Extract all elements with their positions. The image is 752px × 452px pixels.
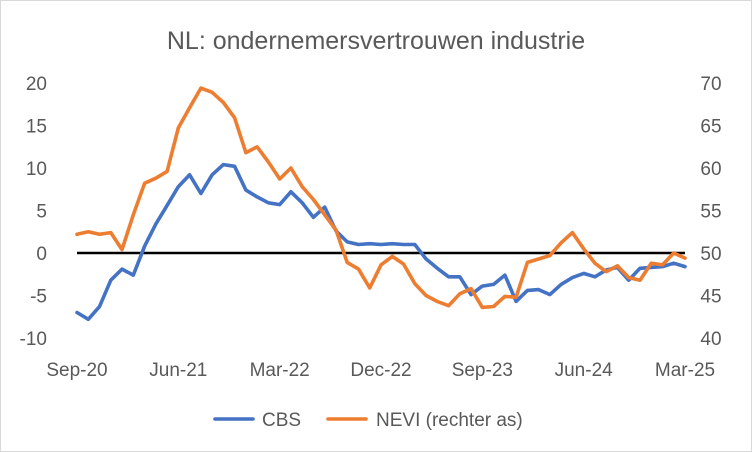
chart-title: NL: ondernemersvertrouwen industrie (167, 27, 585, 55)
right-y-tick-label: 65 (700, 117, 721, 138)
series-nevi (75, 86, 687, 310)
left-y-tick-label: 15 (26, 117, 47, 138)
right-y-axis: 40 45 50 55 60 65 70 (700, 74, 721, 350)
left-y-axis: -10 -5 0 5 10 15 20 (20, 74, 47, 350)
right-y-tick-label: 40 (700, 329, 721, 350)
x-tick-label: Sep-20 (46, 360, 107, 381)
left-y-tick-label: -10 (20, 329, 47, 350)
left-y-tick-label: 5 (36, 202, 47, 223)
x-tick-label: Sep-23 (452, 360, 513, 381)
x-tick-label: Jun-21 (149, 360, 207, 381)
legend-label: NEVI (rechter as) (376, 410, 523, 431)
right-y-tick-label: 60 (700, 159, 721, 180)
left-y-tick-label: -5 (30, 287, 47, 308)
right-y-tick-label: 50 (700, 244, 721, 265)
left-y-tick-label: 0 (36, 244, 47, 265)
right-y-tick-label: 55 (700, 202, 721, 223)
chart-legend: CBS NEVI (rechter as) (213, 410, 523, 431)
right-y-tick-label: 45 (700, 287, 721, 308)
legend-label: CBS (262, 410, 301, 431)
left-y-tick-label: 10 (26, 159, 47, 180)
x-tick-label: Mar-25 (655, 360, 715, 381)
series-line (75, 86, 687, 310)
left-y-tick-label: 20 (26, 74, 47, 95)
series-cbs (75, 162, 687, 322)
series-layer (75, 86, 687, 322)
x-tick-label: Mar-22 (250, 360, 310, 381)
right-y-tick-label: 70 (700, 74, 721, 95)
x-tick-label: Jun-24 (555, 360, 614, 381)
series-line (75, 162, 687, 322)
x-axis: Sep-20 Jun-21 Mar-22 Dec-22 Sep-23 Jun-24 Mar-… (46, 360, 715, 381)
x-tick-label: Dec-22 (350, 360, 411, 381)
